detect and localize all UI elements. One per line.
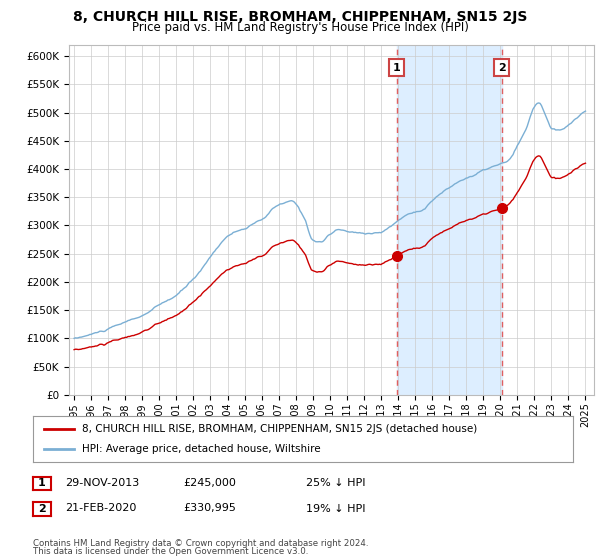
Text: HPI: Average price, detached house, Wiltshire: HPI: Average price, detached house, Wilt… <box>82 444 320 454</box>
Text: 1: 1 <box>392 63 400 73</box>
Text: 8, CHURCH HILL RISE, BROMHAM, CHIPPENHAM, SN15 2JS: 8, CHURCH HILL RISE, BROMHAM, CHIPPENHAM… <box>73 10 527 24</box>
Bar <box>397 45 502 395</box>
Text: £245,000: £245,000 <box>183 478 236 488</box>
Text: This data is licensed under the Open Government Licence v3.0.: This data is licensed under the Open Gov… <box>33 547 308 556</box>
Text: 2: 2 <box>38 504 46 514</box>
Text: 21-FEB-2020: 21-FEB-2020 <box>65 503 136 514</box>
Text: Price paid vs. HM Land Registry's House Price Index (HPI): Price paid vs. HM Land Registry's House … <box>131 21 469 34</box>
Text: 25% ↓ HPI: 25% ↓ HPI <box>306 478 365 488</box>
Text: 1: 1 <box>38 478 46 488</box>
Text: 29-NOV-2013: 29-NOV-2013 <box>65 478 139 488</box>
Text: 2: 2 <box>498 63 506 73</box>
Text: £330,995: £330,995 <box>183 503 236 514</box>
Text: 19% ↓ HPI: 19% ↓ HPI <box>306 503 365 514</box>
Text: Contains HM Land Registry data © Crown copyright and database right 2024.: Contains HM Land Registry data © Crown c… <box>33 539 368 548</box>
Text: 8, CHURCH HILL RISE, BROMHAM, CHIPPENHAM, SN15 2JS (detached house): 8, CHURCH HILL RISE, BROMHAM, CHIPPENHAM… <box>82 424 477 435</box>
